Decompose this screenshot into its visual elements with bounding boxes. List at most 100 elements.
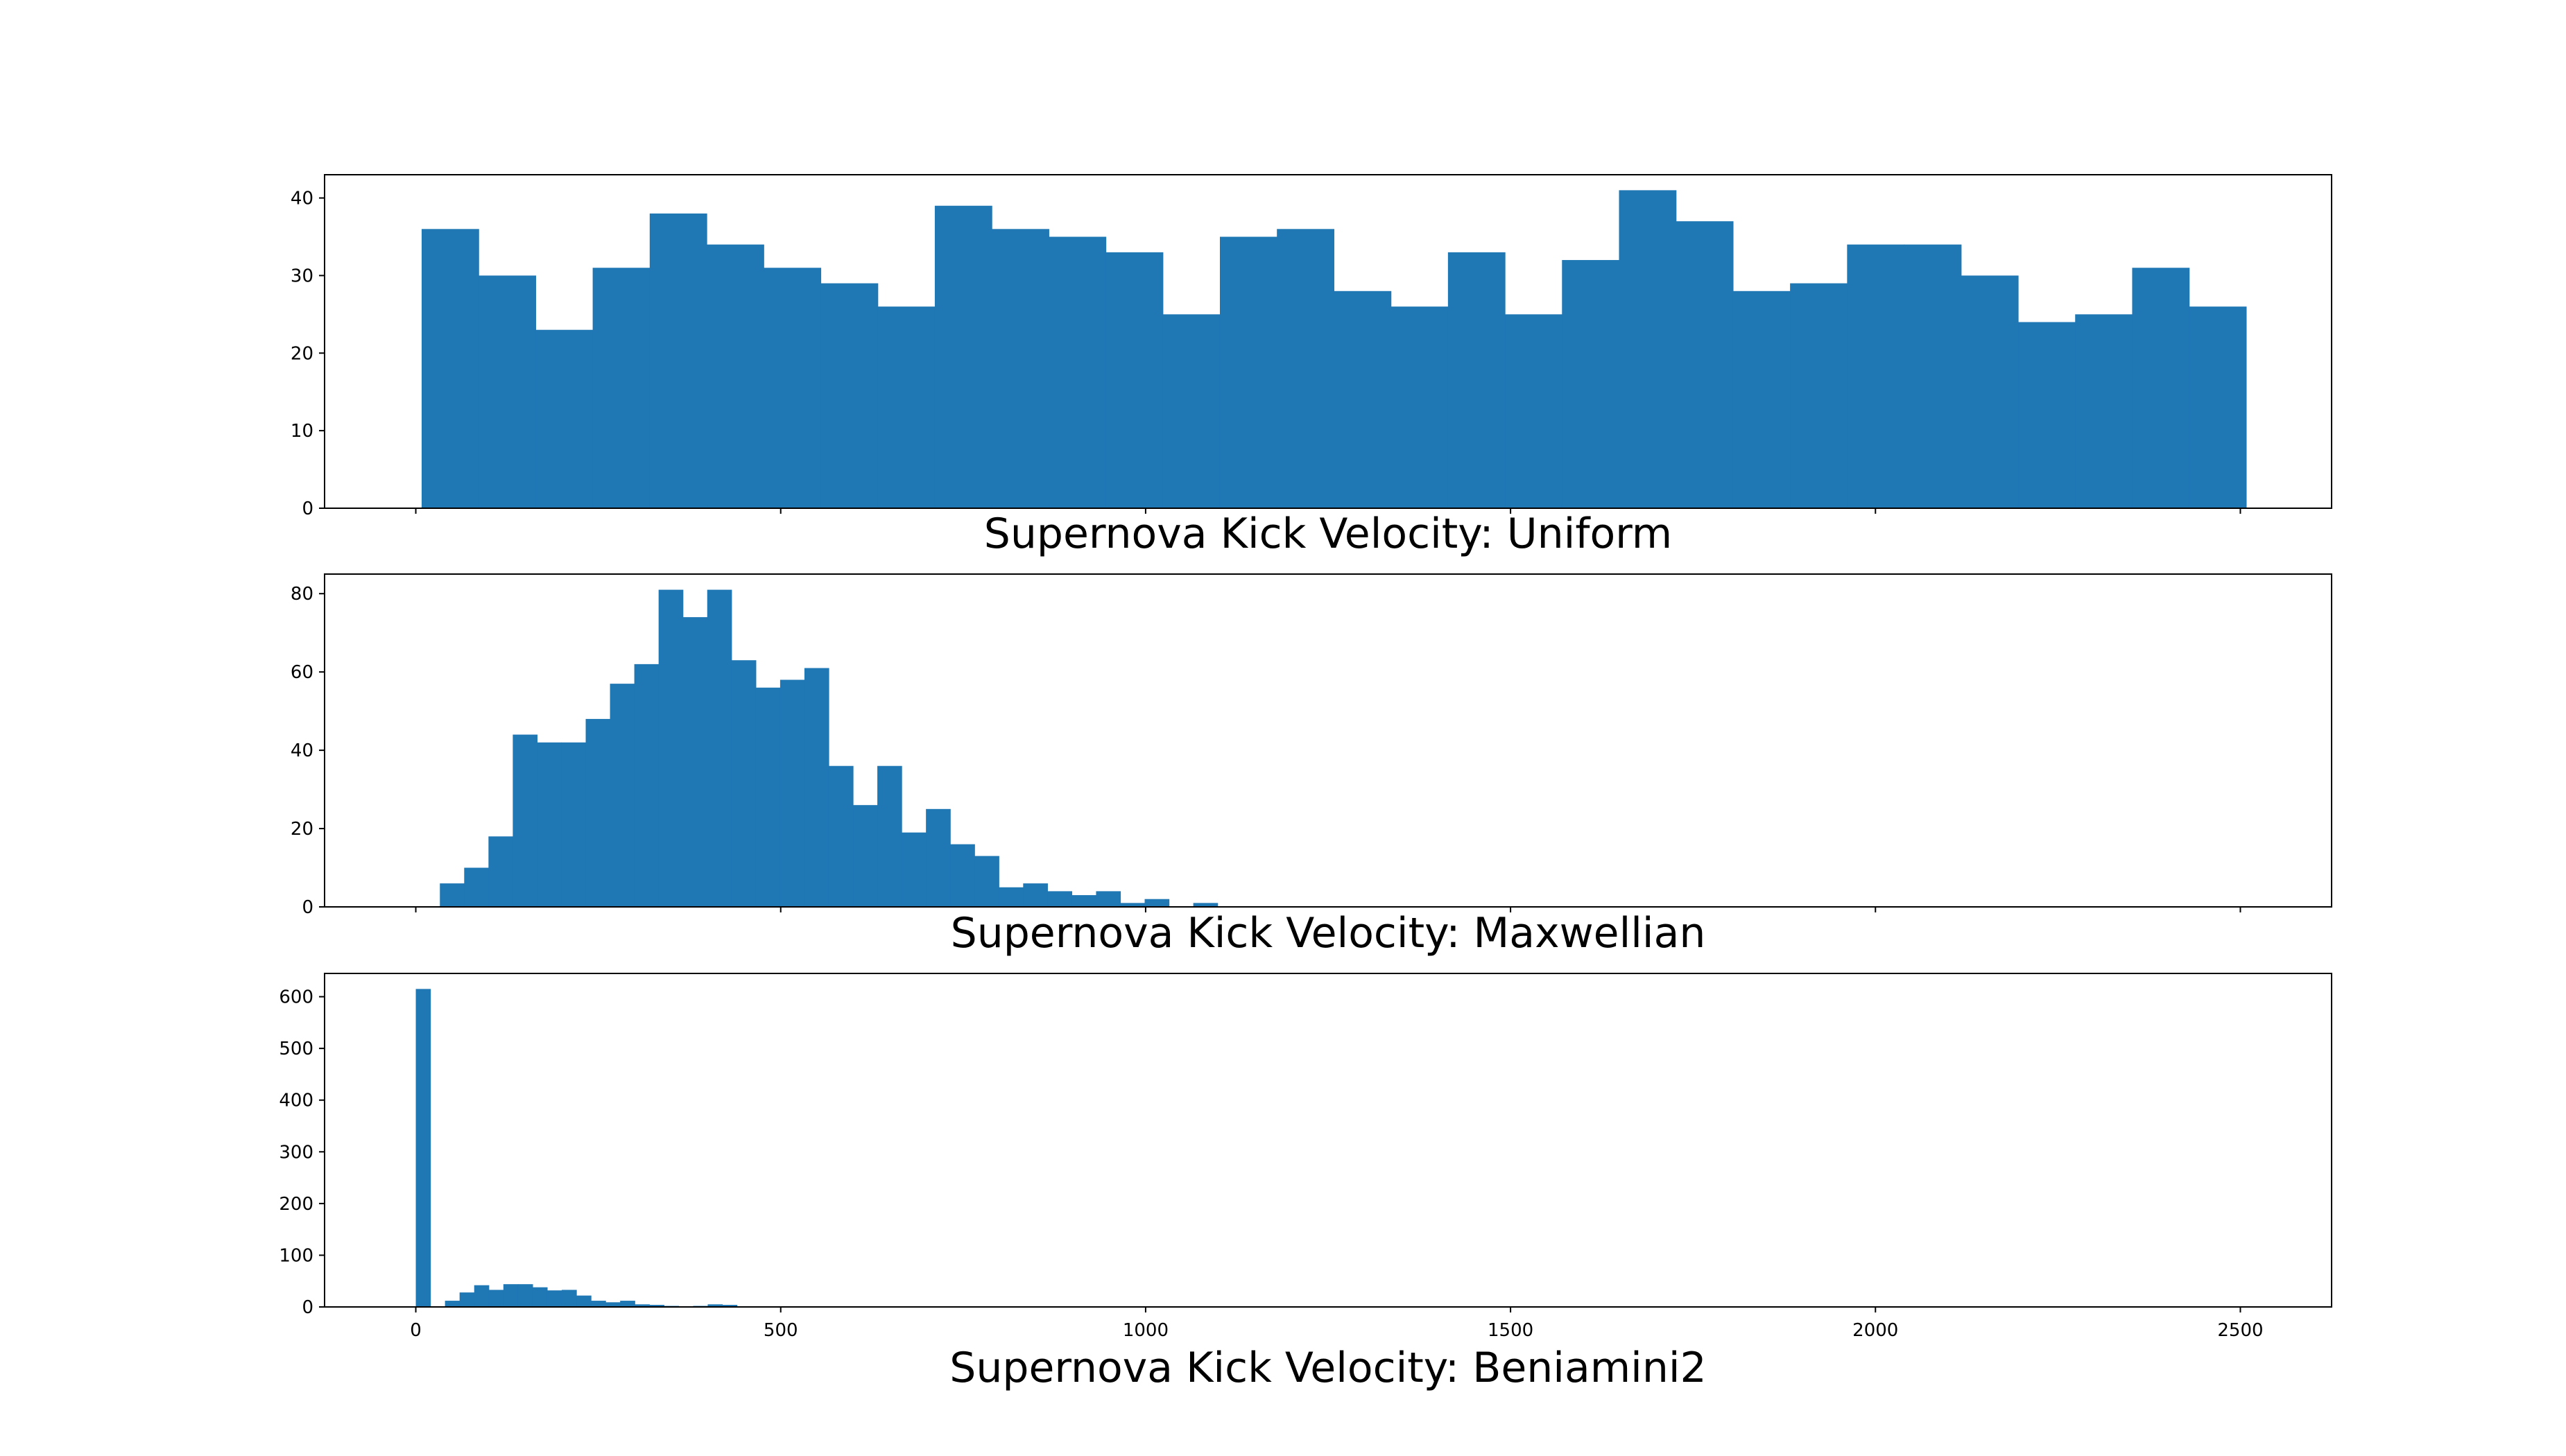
uniform-histogram-bar [1790,283,1848,508]
maxwellian-histogram-bar [488,836,513,907]
uniform-histogram-bar [2018,322,2076,508]
uniform-y-tick-label: 30 [291,266,313,286]
beniamini2-y-tick-label: 100 [279,1245,313,1266]
beniamini2-x-tick-label: 1000 [1123,1320,1169,1341]
uniform-histogram-bar [479,275,536,508]
uniform-panel-title: Supernova Kick Velocity: Uniform [984,510,1672,558]
uniform-histogram-bar [1619,190,1677,508]
beniamini2-y-tick-label: 400 [279,1091,313,1111]
maxwellian-histogram-bar [1047,891,1073,907]
uniform-histogram-bar [1732,291,1791,508]
maxwellian-histogram-bar [926,808,951,907]
maxwellian-histogram-bar [999,887,1024,907]
beniamini2-histogram-bar [722,1305,738,1307]
maxwellian-y-tick-label: 80 [291,584,313,605]
beniamini2-histogram-bar [474,1285,490,1307]
uniform-histogram-bar [1049,236,1107,508]
maxwellian-histogram-bar [1193,903,1219,907]
beniamini2-y-tick-label: 300 [279,1142,313,1163]
maxwellian-histogram-bar [731,660,757,907]
maxwellian-histogram-bar [440,883,465,907]
maxwellian-histogram-bar [1120,903,1146,907]
uniform-histogram-bar [1676,221,1734,508]
maxwellian-y-tick-label: 0 [302,897,313,918]
maxwellian-histogram-bar [513,734,538,907]
uniform-histogram-bar [1562,260,1620,508]
maxwellian-histogram-bar [537,742,562,907]
maxwellian-axes-frame [324,573,2332,908]
uniform-histogram-bar [2189,306,2247,508]
beniamini2-y-tick-label: 200 [279,1194,313,1215]
maxwellian-histogram-bar [682,617,708,907]
beniamini2-y-tick-label: 500 [279,1039,313,1059]
uniform-histogram-bar [1390,306,1449,508]
maxwellian-histogram-axes: 0 20 40 60 80 [291,573,2332,918]
maxwellian-histogram-bar [1023,883,1048,907]
beniamini2-histogram-bar [707,1304,723,1307]
uniform-histogram-bar [1277,229,1335,508]
uniform-histogram-bars [421,190,2247,508]
maxwellian-panel-title: Supernova Kick Velocity: Maxwellian [951,909,1706,957]
maxwellian-histogram-panel: 0 20 40 60 80 Supernova Kick Velocity: Maxwe… [291,573,2332,957]
maxwellian-histogram-bar [1071,895,1097,907]
beniamini2-y-tick-label: 0 [302,1297,313,1318]
beniamini2-x-tick-label: 2500 [2217,1320,2263,1341]
uniform-histogram-bar [535,329,594,508]
maxwellian-histogram-bar [561,742,587,907]
uniform-histogram-bar [1219,236,1277,508]
maxwellian-histogram-bar [780,679,805,907]
uniform-histogram-bar [1334,291,1392,508]
uniform-histogram-bar [764,268,822,508]
uniform-histogram-bar [1961,275,2019,508]
maxwellian-histogram-bar [950,844,975,907]
beniamini2-histogram-bar [517,1284,533,1307]
maxwellian-histogram-bar [610,684,635,907]
beniamini2-y-tick-label: 600 [279,987,313,1008]
uniform-y-tick-label: 20 [291,343,313,364]
beniamini2-histogram-bar [445,1301,460,1307]
maxwellian-histogram-bar [585,718,611,907]
beniamini2-histogram-bar [546,1290,562,1307]
maxwellian-histogram-bar [974,856,999,907]
beniamini2-axes-frame [324,973,2332,1308]
maxwellian-histogram-bar [658,589,684,907]
beniamini2-histogram-axes: 0 100 200 300 400 500 600 0 500 1000 1500 2000 2500 [279,973,2332,1341]
uniform-y-tick-label: 10 [291,421,313,442]
maxwellian-histogram-bar [902,832,927,907]
beniamini2-x-tick-label: 500 [764,1320,798,1341]
beniamini2-x-tick-label: 2000 [1852,1320,1898,1341]
beniamini2-x-tick-label: 0 [410,1320,422,1341]
uniform-histogram-bar [934,205,992,508]
beniamini2-histogram-bar [488,1290,504,1307]
maxwellian-y-tick-label: 20 [291,819,313,840]
maxwellian-histogram-bar [828,765,854,907]
uniform-histogram-bar [1505,314,1562,508]
uniform-histogram-bar [992,229,1049,508]
uniform-axes-frame [324,174,2332,509]
beniamini2-histogram-bar [532,1287,548,1307]
uniform-histogram-axes: 0 10 20 30 40 [291,174,2332,519]
maxwellian-histogram-bar [634,664,660,907]
maxwellian-y-tick-label: 40 [291,740,313,761]
maxwellian-y-tick-label: 60 [291,662,313,683]
uniform-histogram-bar [592,268,651,508]
maxwellian-histogram-bar [1144,899,1170,907]
beniamini2-histogram-bar [503,1284,519,1307]
uniform-y-tick-label: 0 [302,499,313,519]
beniamini2-histogram-bar [415,989,431,1307]
beniamini2-histogram-bar [635,1304,650,1307]
maxwellian-histogram-bar [1096,891,1121,907]
beniamini2-histogram-bar [591,1301,606,1307]
uniform-y-tick-label: 40 [291,189,313,209]
beniamini2-histogram-bar [562,1290,577,1307]
uniform-histogram-bar [820,283,879,508]
uniform-histogram-bar [2075,314,2133,508]
maxwellian-histogram-bar [804,668,829,907]
uniform-histogram-bar [649,213,707,508]
beniamini2-histogram-bars [415,989,738,1307]
maxwellian-histogram-bar [853,805,878,907]
uniform-histogram-bar [707,244,764,508]
beniamini2-histogram-bar [649,1305,664,1307]
